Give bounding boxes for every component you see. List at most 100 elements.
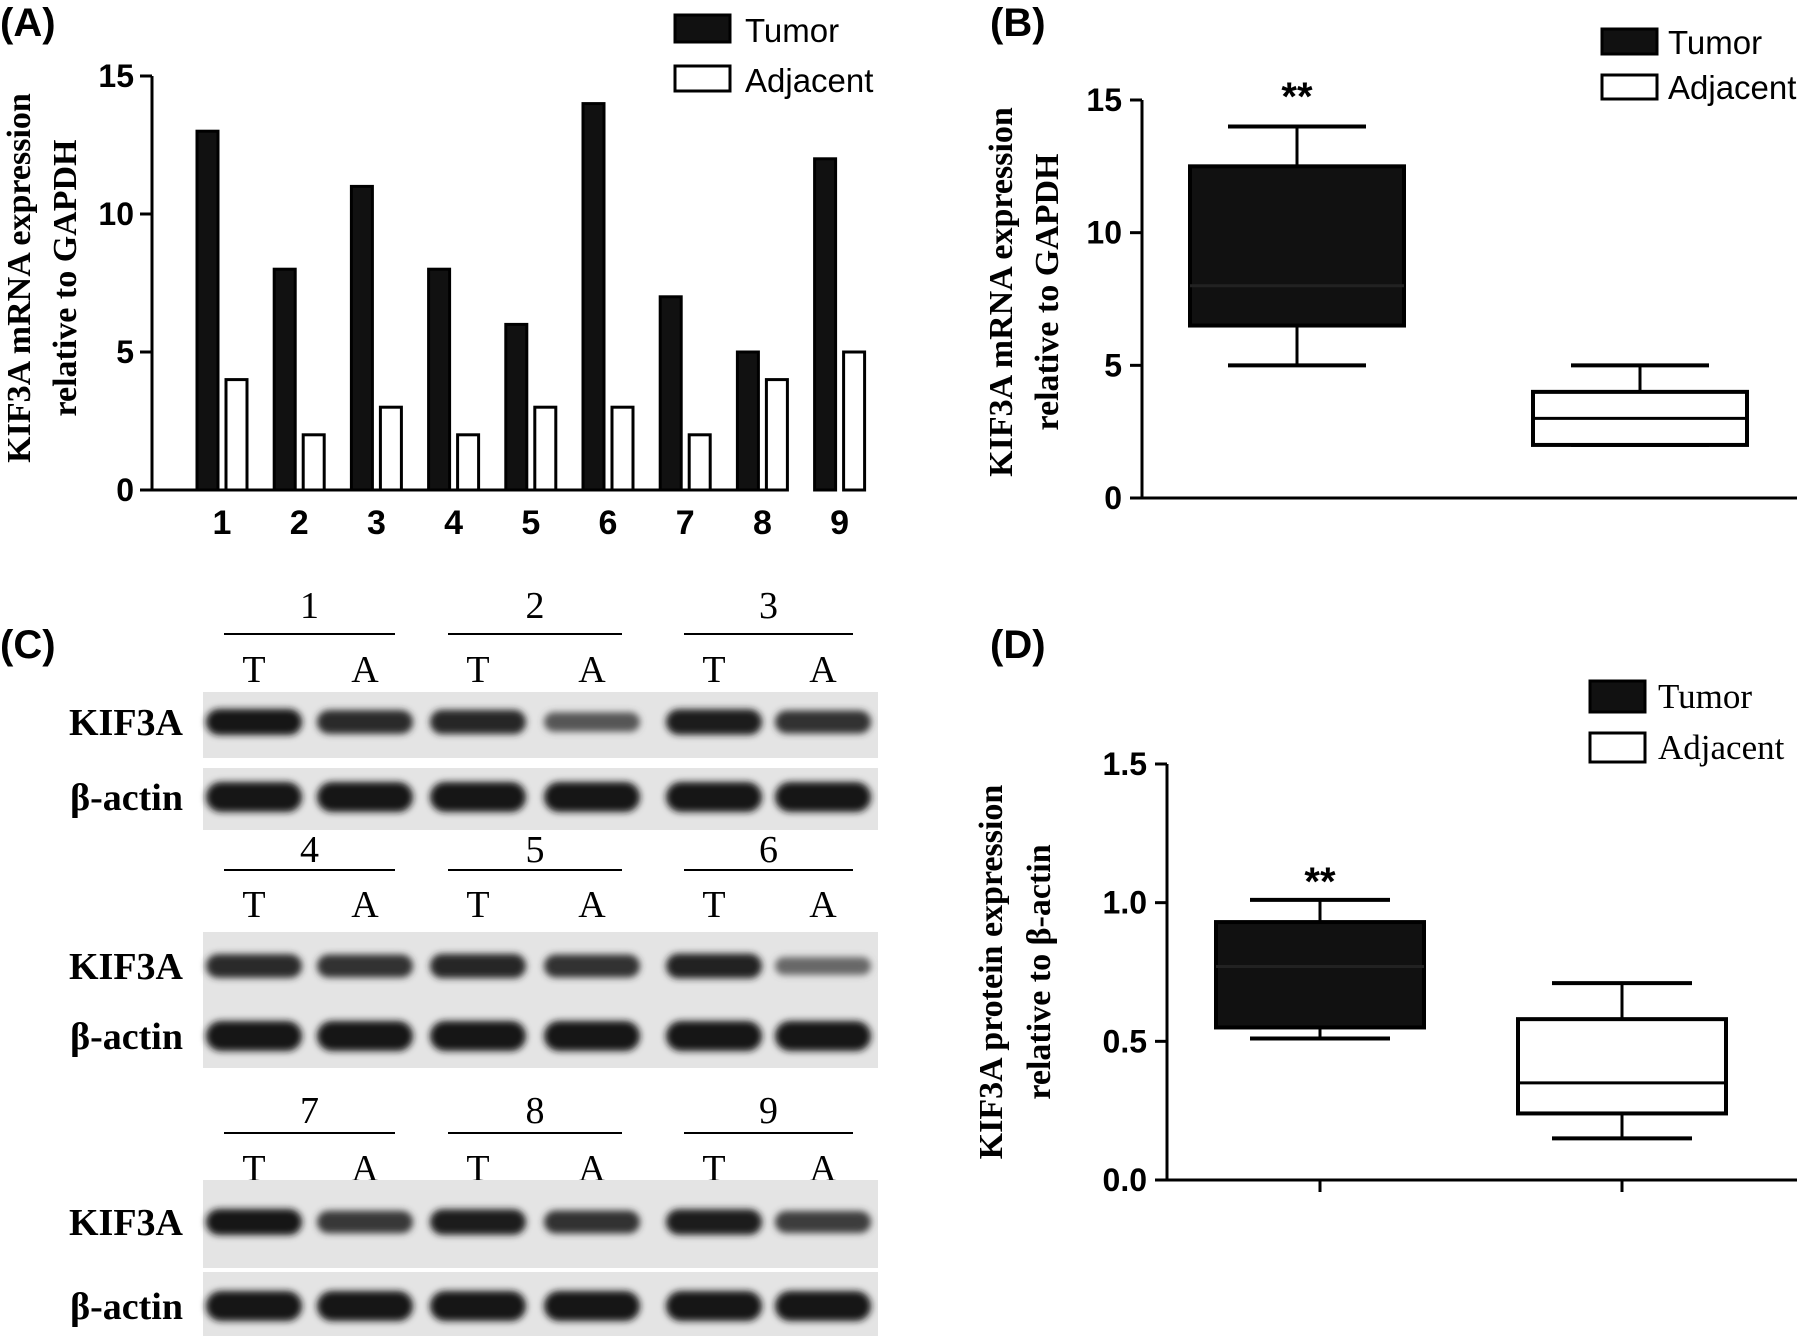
blot-lane-label-adjacent: A <box>578 884 606 926</box>
blot-band-tumor <box>666 1291 762 1321</box>
panel-a-bar-tumor <box>658 295 683 492</box>
blot-lane-label-adjacent: A <box>809 649 837 691</box>
blot-band-tumor <box>206 1209 302 1235</box>
blot-band-adjacent <box>317 1291 413 1321</box>
blot-band-tumor <box>666 953 762 979</box>
legend-label-adjacent: Adjacent <box>1668 69 1796 106</box>
blot-membrane-strip <box>203 1180 878 1268</box>
blot-band-adjacent <box>544 782 640 812</box>
blot-band-adjacent <box>544 954 640 978</box>
blot-lane-label-tumor: T <box>242 649 265 691</box>
panel-b-significance-mark: ** <box>1281 75 1313 119</box>
blot-row-label-kif3a: KIF3A <box>69 946 184 988</box>
blot-band-adjacent <box>317 1210 413 1234</box>
panel-d-y-axis-label: KIF3A protein expression relative to β-a… <box>973 785 1058 1160</box>
panel-a-x-tick-label: 9 <box>830 504 849 542</box>
blot-band-tumor <box>666 1021 762 1051</box>
panel-a-bar-adjacent <box>687 433 712 492</box>
legend-label-tumor: Tumor <box>1658 677 1752 716</box>
blot-lane-label-tumor: T <box>242 884 265 926</box>
panel-a-bar-tumor <box>195 129 220 492</box>
blot-row-label-beta-actin: β-actin <box>70 777 183 819</box>
blot-band-adjacent <box>775 782 871 812</box>
blot-band-tumor <box>666 782 762 812</box>
panel-a-x-tick-label: 1 <box>213 504 232 542</box>
panel-d-legend: Tumor Adjacent <box>1588 677 1785 767</box>
legend-label-tumor: Tumor <box>745 12 839 49</box>
panel-a-x-tick-label: 5 <box>521 504 540 542</box>
blot-membrane-strip <box>203 1002 878 1068</box>
panel-b-box-tumor <box>1188 164 1406 328</box>
panel-d-ylabel-line1: KIF3A protein expression <box>973 785 1010 1160</box>
blot-sample-number: 8 <box>526 1090 545 1132</box>
panel-b-ylabel-line2: relative to GAPDH <box>1029 154 1066 431</box>
panel-label-a: (A) <box>0 1 56 45</box>
blot-lane-label-tumor: T <box>702 1148 725 1190</box>
blot-band-tumor <box>206 1021 302 1051</box>
panel-d-box-tumor <box>1214 920 1426 1030</box>
blot-lane-label-tumor: T <box>702 884 725 926</box>
blot-band-adjacent <box>775 957 871 975</box>
legend-swatch-tumor <box>1588 679 1647 714</box>
panel-a-bar-tumor <box>427 267 452 492</box>
blot-band-adjacent <box>775 1211 871 1233</box>
blot-band-adjacent <box>544 1210 640 1234</box>
blot-band-tumor <box>430 709 526 735</box>
blot-band-tumor <box>666 1209 762 1235</box>
blot-lane-label-adjacent: A <box>809 884 837 926</box>
panel-a-x-tick-label: 7 <box>676 504 695 542</box>
panel-b-y-tick-label: 0 <box>1104 480 1122 516</box>
legend-label-tumor: Tumor <box>1668 24 1762 61</box>
panel-b-y-tick-label: 5 <box>1104 347 1122 383</box>
blot-band-adjacent <box>317 710 413 734</box>
panel-a-x-tick-label: 3 <box>367 504 386 542</box>
panel-d-y-tick-label: 1.5 <box>1103 746 1147 782</box>
panel-a-y-tick-label: 10 <box>98 196 134 232</box>
blot-band-adjacent <box>775 1291 871 1321</box>
panel-a-bar-tumor <box>813 157 838 492</box>
panel-a-bar-tumor <box>349 184 374 492</box>
blot-lane-label-tumor: T <box>466 884 489 926</box>
blot-lane-label-tumor: T <box>466 649 489 691</box>
blot-band-adjacent <box>775 710 871 734</box>
blot-band-adjacent <box>317 1021 413 1051</box>
blot-membrane-strip <box>203 1272 878 1336</box>
blot-sample-number: 3 <box>759 585 778 627</box>
panel-d-significance-mark: ** <box>1304 860 1336 904</box>
panel-a-bar-adjacent <box>533 405 558 492</box>
legend-swatch-adjacent <box>1588 731 1647 764</box>
panel-a-x-tick-label: 8 <box>753 504 772 542</box>
panel-a-bar-adjacent <box>456 433 481 492</box>
blot-band-tumor <box>430 1209 526 1235</box>
blot-sample-number: 4 <box>300 829 319 871</box>
panel-a-ylabel-line1: KIF3A mRNA expression <box>1 93 38 463</box>
blot-band-adjacent <box>317 954 413 978</box>
blot-lane-label-adjacent: A <box>578 649 606 691</box>
panel-a-bar-adjacent <box>610 405 635 492</box>
blot-lane-label-tumor: T <box>702 649 725 691</box>
panel-a-bar-adjacent <box>842 350 867 492</box>
panel-b-y-tick-label: 15 <box>1086 82 1122 118</box>
panel-a-bar-tumor <box>272 267 297 492</box>
panel-a-bar-adjacent <box>301 433 326 492</box>
blot-sample-number: 7 <box>300 1090 319 1132</box>
blot-band-tumor <box>666 709 762 735</box>
blot-band-tumor <box>430 1021 526 1051</box>
panel-b-box-plot: KIF3A mRNA expression relative to GAPDH … <box>983 24 1797 516</box>
panel-b-ylabel-line1: KIF3A mRNA expression <box>983 107 1020 477</box>
blot-band-tumor <box>206 954 302 978</box>
panel-a-bar-adjacent <box>224 378 249 492</box>
blot-sample-number: 1 <box>300 585 319 627</box>
panel-a-x-tick-label: 4 <box>444 504 463 542</box>
legend-swatch-adjacent <box>1600 73 1659 101</box>
blot-lane-label-tumor: T <box>466 1148 489 1190</box>
blot-band-tumor <box>206 1291 302 1321</box>
panel-b-y-axis-label: KIF3A mRNA expression relative to GAPDH <box>983 107 1066 477</box>
panel-label-b: (B) <box>990 1 1046 45</box>
blot-band-adjacent <box>544 712 640 732</box>
panel-b-y-tick-label: 10 <box>1086 215 1122 251</box>
panel-a-bar-chart: KIF3A mRNA expression relative to GAPDH … <box>1 12 873 542</box>
panel-a-y-tick-label: 5 <box>116 334 134 370</box>
panel-a-y-tick-label: 0 <box>116 472 134 508</box>
